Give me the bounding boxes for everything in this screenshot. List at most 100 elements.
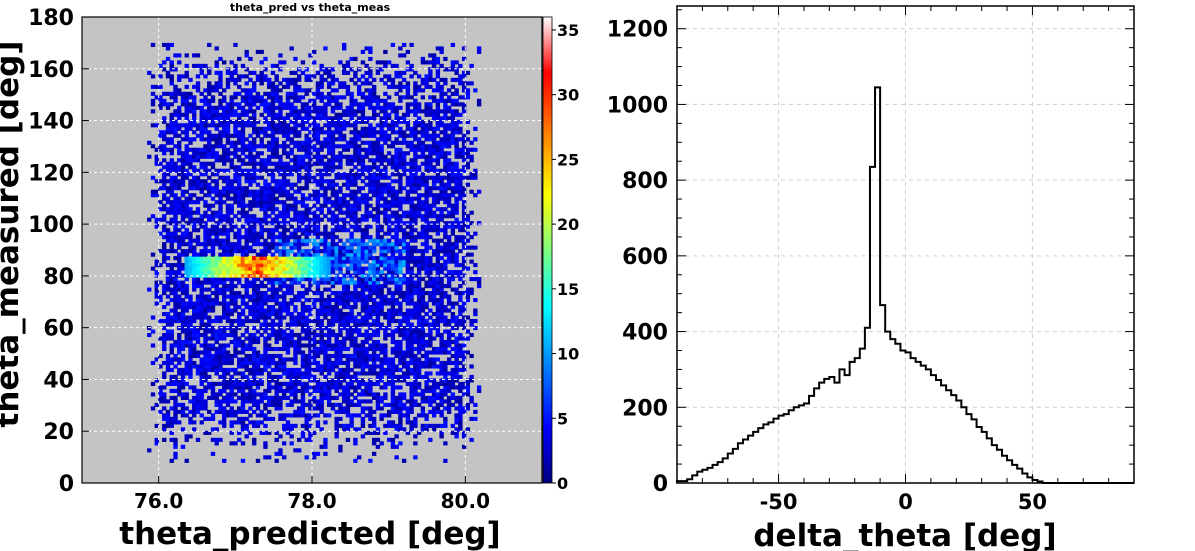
heatmap-cell [248,371,253,376]
heatmap-cell [255,315,261,320]
heatmap-cell [405,315,411,320]
heatmap-cell [188,231,193,236]
heatmap-cell [390,154,396,159]
heatmap-cell [297,448,302,453]
heatmap-cell [334,280,339,285]
heatmap-cell [401,133,407,138]
heatmap-cell [233,409,238,414]
heatmap-cell [244,88,249,93]
heatmap-cell [203,371,208,376]
heatmap-cell [255,367,261,373]
heatmap-cell [233,343,238,348]
heatmap-cell [278,280,283,285]
heatmap-cell [383,98,388,103]
heatmap-cell [203,151,208,156]
heatmap-cell [368,140,373,145]
heatmap-cell [270,137,276,142]
heatmap-cell [334,102,339,107]
heatmap-cell [237,360,242,366]
heatmap-cell [353,147,358,152]
heatmap-cell [165,336,171,341]
heatmap-cell [210,273,216,278]
heatmap-cell [259,420,264,425]
heatmap-cell [274,179,279,184]
heatmap-cell [282,193,287,198]
heatmap-cell [338,245,343,250]
heatmap-cell [195,133,201,138]
heatmap-cell [371,84,377,89]
heatmap-cell [270,322,276,327]
heatmap-cell [326,277,332,282]
heatmap-cell [345,119,351,124]
heatmap-cell [401,364,407,369]
heatmap-cell [326,123,332,128]
heatmap-cell [386,291,392,296]
heatmap-cell [158,263,163,268]
heatmap-cell [341,312,347,317]
heatmap-cell [282,105,287,110]
heatmap-cell [398,119,403,124]
heatmap-cell [278,252,283,257]
heatmap-cell [379,130,384,135]
heatmap-cell [360,277,366,282]
heatmap-cell [278,315,283,320]
heatmap-cell [383,200,388,205]
heatmap-cell [312,395,317,400]
heatmap-cell [263,168,268,173]
heatmap-cell [162,235,167,240]
heatmap-cell [394,63,399,68]
heatmap-cell [285,84,291,89]
heatmap-cell [158,147,163,152]
heatmap-cell [240,409,246,414]
heatmap-cell [334,189,339,194]
heatmap-cell [237,364,242,369]
heatmap-cell [297,381,302,386]
heatmap-cell [349,325,354,331]
heatmap-cell [383,210,388,215]
heatmap-cell [278,221,283,226]
heatmap-cell [285,126,291,131]
heatmap-cell [210,147,216,152]
heatmap-cell [278,179,283,184]
heatmap-cell [214,158,219,163]
heatmap-cell [154,189,159,194]
heatmap-cell [401,214,407,219]
heatmap-cell [304,360,309,366]
heatmap-cell [255,291,261,296]
heatmap-cell [173,291,178,296]
heatmap-cell [252,84,257,89]
heatmap-cell [345,305,351,310]
heatmap-cell [383,252,388,257]
heatmap-cell [188,322,193,327]
heatmap-cell [394,235,399,240]
heatmap-cell [375,60,381,65]
heatmap-cell [199,402,204,407]
heatmap-cell [315,140,321,145]
heatmap-cell [214,84,219,89]
heatmap-cell [147,332,152,338]
heatmap-cell [315,312,321,317]
heatmap-cell [203,294,208,299]
heatmap-cell [229,332,234,338]
heatmap-cell [225,147,231,152]
heatmap-cell [368,287,373,292]
heatmap-cell [222,168,227,173]
heatmap-cell [353,291,358,296]
heatmap-cell [345,158,351,163]
heatmap-cell [312,280,317,285]
heatmap-cell [180,273,186,278]
heatmap-cell [188,259,193,264]
heatmap-cell [353,200,358,205]
heatmap-cell [293,91,298,96]
heatmap-cell [360,158,366,163]
heatmap-cell [334,371,339,376]
heatmap-cell [244,252,249,257]
heatmap-cell [248,357,253,362]
heatmap-cell [323,140,328,145]
heatmap-cell [383,402,388,407]
heatmap-cell [192,312,197,317]
heatmap-cell [169,245,174,250]
heatmap-cell [154,259,159,264]
heatmap-cell [386,84,392,89]
heatmap-cell [199,284,204,289]
